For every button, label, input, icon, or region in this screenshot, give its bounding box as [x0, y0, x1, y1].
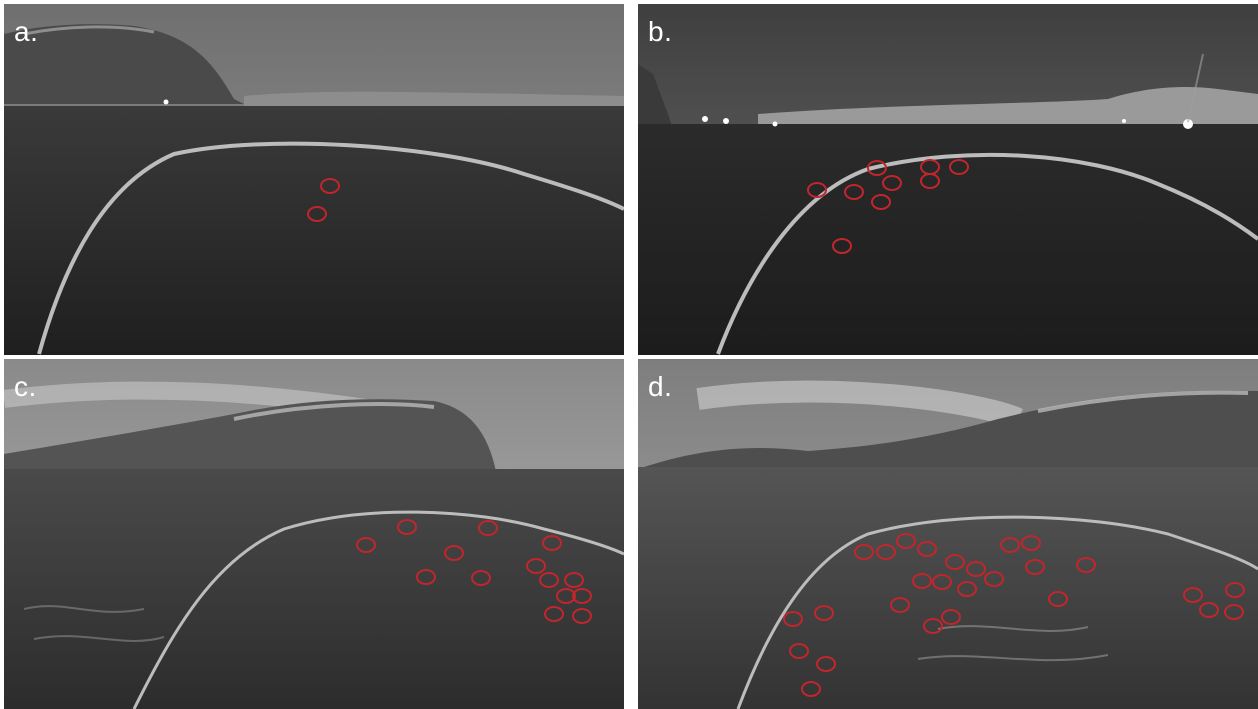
fish-marker [307, 206, 327, 222]
panel-a: a. [4, 4, 624, 355]
fish-marker [807, 182, 827, 198]
sea [4, 469, 624, 709]
fish-marker [844, 184, 864, 200]
fish-marker [1025, 559, 1045, 575]
panel-a-photo [4, 4, 624, 355]
fish-marker [1048, 591, 1068, 607]
panel-c: c. [4, 359, 624, 709]
sea [4, 106, 624, 355]
fish-marker [471, 570, 491, 586]
fish-marker [920, 173, 940, 189]
fish-marker [966, 561, 986, 577]
fish-marker [1225, 582, 1245, 598]
fish-marker [1199, 602, 1219, 618]
panel-c-photo [4, 359, 624, 709]
mountain [4, 24, 244, 104]
mountain [4, 399, 496, 471]
markers-b [807, 159, 969, 254]
fish-marker [789, 643, 809, 659]
fish-marker [816, 656, 836, 672]
fish-marker [397, 519, 417, 535]
fish-marker [984, 571, 1004, 587]
fish-marker [957, 581, 977, 597]
panel-label-a: a. [14, 16, 39, 47]
fish-marker [814, 605, 834, 621]
markers-a [307, 178, 340, 222]
fish-marker [912, 573, 932, 589]
fish-marker [320, 178, 340, 194]
markers-d [783, 533, 1245, 697]
fish-marker [478, 520, 498, 536]
fish-marker [923, 618, 943, 634]
fish-marker [556, 588, 576, 604]
fish-marker [801, 681, 821, 697]
fish-marker [539, 572, 559, 588]
fish-marker [917, 541, 937, 557]
fish-marker [941, 609, 961, 625]
mountain-range [638, 390, 1258, 471]
sea [638, 124, 1258, 355]
panel-d-photo [638, 359, 1258, 709]
panel-d: d. [638, 359, 1258, 709]
panel-label-b: b. [648, 16, 673, 47]
net-ring [716, 152, 1258, 355]
fish-marker [783, 611, 803, 627]
fish-marker [1000, 537, 1020, 553]
headland [638, 64, 673, 129]
fish-marker [564, 572, 584, 588]
fish-marker [949, 159, 969, 175]
fish-marker [867, 160, 887, 176]
fish-marker [896, 533, 916, 549]
markers-c [356, 519, 592, 624]
fish-marker [572, 608, 592, 624]
fish-marker [876, 544, 896, 560]
distant-shore [244, 91, 624, 108]
fish-marker [416, 569, 436, 585]
fish-marker [871, 194, 891, 210]
fish-marker [932, 574, 952, 590]
distant-shore [758, 87, 1258, 126]
fish-marker [945, 554, 965, 570]
fish-marker [544, 606, 564, 622]
fish-marker [890, 597, 910, 613]
fish-marker [1076, 557, 1096, 573]
fish-marker [882, 175, 902, 191]
panel-b: b. [638, 4, 1258, 355]
fish-marker [542, 535, 562, 551]
fish-marker [832, 238, 852, 254]
fish-marker [854, 544, 874, 560]
panel-label-c: c. [14, 371, 37, 402]
fish-marker [444, 545, 464, 561]
fish-marker [356, 537, 376, 553]
net-ring [736, 515, 1258, 709]
fish-marker [1224, 604, 1244, 620]
net-ring [37, 141, 624, 355]
panel-b-photo [638, 4, 1258, 355]
fish-marker [1021, 535, 1041, 551]
panel-label-d: d. [648, 371, 673, 402]
fish-marker [1183, 587, 1203, 603]
fish-marker [572, 588, 592, 604]
net-ring [132, 510, 624, 709]
fish-marker [526, 558, 546, 574]
